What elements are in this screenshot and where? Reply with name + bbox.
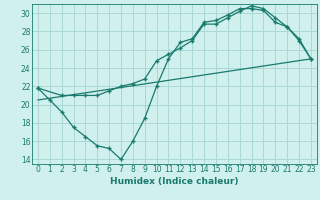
X-axis label: Humidex (Indice chaleur): Humidex (Indice chaleur) — [110, 177, 239, 186]
